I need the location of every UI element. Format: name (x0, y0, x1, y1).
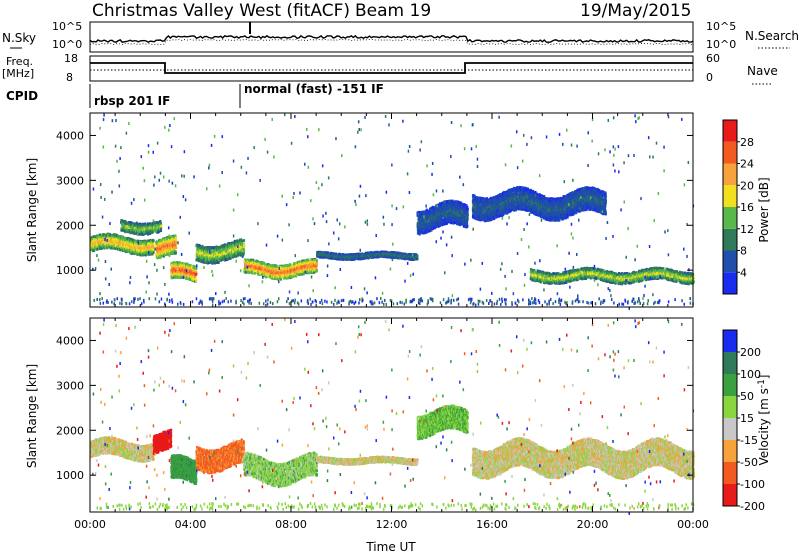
freq-label-2: [MHz] (2, 67, 34, 80)
freq-trace (90, 63, 693, 73)
cpid-mode-2: normal (fast) -151 IF (244, 82, 384, 96)
beam-label: Beam 19 (355, 1, 431, 21)
nsky-trace (90, 36, 693, 42)
nsky-tick-bottom: 10^0 (52, 38, 82, 51)
echo-cell (153, 243, 155, 246)
date-label: 19/May/2015 (580, 1, 692, 21)
nsearch-tick-top: 10^5 (706, 20, 736, 33)
nsky-tick-top: 10^5 (52, 20, 82, 33)
echo-cell (129, 229, 131, 232)
radar-summary-figure: Christmas Valley West (fitACF) Beam 19 1… (0, 0, 800, 554)
cpid-row: CPID rbsp 201 IF normal (fast) -151 IF (6, 82, 384, 108)
nsearch-label: N.Search (745, 29, 799, 43)
echo-cell (153, 246, 155, 249)
cpid-label: CPID (6, 89, 38, 103)
freq-frame (90, 56, 693, 81)
nsky-panel: N.Sky 10^5 10^0 10^5 10^0 N.Search (2, 20, 799, 52)
nave-label: Nave (747, 64, 778, 78)
freq-panel: Freq. [MHz] 18 8 60 0 Nave (2, 52, 778, 84)
freq-tick-top: 18 (64, 52, 78, 65)
cpid-mode-1: rbsp 201 IF (94, 94, 170, 108)
echo-cell (153, 239, 155, 242)
nsearch-tick-bottom: 10^0 (706, 38, 736, 51)
nave-tick-top: 60 (706, 52, 720, 65)
freq-tick-bottom: 8 (66, 71, 73, 84)
nave-tick-bottom: 0 (706, 71, 713, 84)
nsky-label: N.Sky (2, 31, 36, 45)
station-title: Christmas Valley West (fitACF) (92, 1, 350, 21)
